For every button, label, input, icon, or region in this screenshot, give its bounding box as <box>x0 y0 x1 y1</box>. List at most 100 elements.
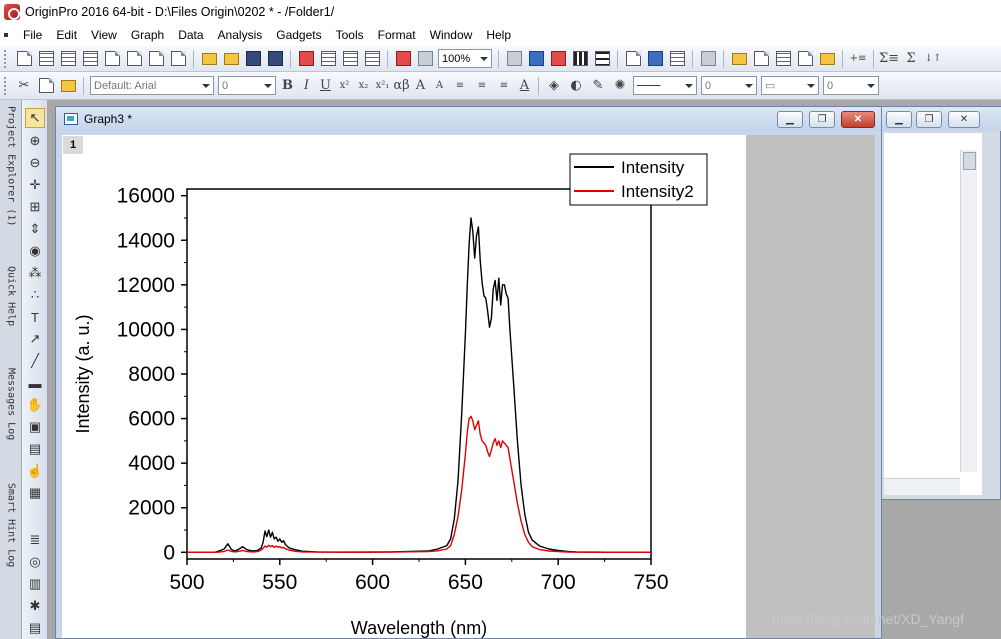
increase-font-button[interactable]: A <box>415 78 426 93</box>
mask-button[interactable] <box>592 49 612 69</box>
menu-file[interactable]: File <box>23 28 43 42</box>
sum-button[interactable]: Σ≡ <box>879 49 899 69</box>
menu-analysis[interactable]: Analysis <box>217 28 263 42</box>
draw-data-tool[interactable]: ∴ <box>25 285 45 305</box>
zoom-out-tool[interactable]: ⊖ <box>25 153 45 173</box>
font-color-button[interactable]: A <box>519 78 530 93</box>
supersubscript-button[interactable]: x²₁ <box>375 80 390 91</box>
save-button[interactable] <box>243 49 263 69</box>
new-matrix-button[interactable] <box>80 49 100 69</box>
fill-color-button[interactable]: ◈ <box>544 76 564 96</box>
rectangle-tool[interactable]: ▬ <box>25 373 45 393</box>
import-single-button[interactable] <box>318 49 338 69</box>
menu-data[interactable]: Data <box>178 28 204 42</box>
batch-button[interactable] <box>415 49 435 69</box>
print-button[interactable] <box>504 49 524 69</box>
quick-help-button[interactable] <box>751 49 771 69</box>
graph-minimize-button[interactable]: ▁ <box>777 111 803 128</box>
app-center-button[interactable] <box>817 49 837 69</box>
menu-format[interactable]: Format <box>377 28 416 42</box>
paste-button[interactable] <box>58 76 78 96</box>
recalculate-button[interactable] <box>393 49 413 69</box>
command-window-button[interactable] <box>667 49 687 69</box>
movie-button[interactable] <box>570 49 590 69</box>
line-chart[interactable]: 500 550 600 650 700 750 0 2000 4000 6000 8000 10000… <box>62 135 746 638</box>
clipboard-button[interactable] <box>548 49 568 69</box>
new-layout-button[interactable] <box>146 49 166 69</box>
menu-gadgets[interactable]: Gadgets <box>276 28 322 42</box>
new-notes-button[interactable] <box>168 49 188 69</box>
font-select[interactable]: Default: Arial <box>90 76 214 95</box>
mask-tool[interactable]: ⁂ <box>25 263 45 283</box>
circle-tool[interactable]: ◎ <box>25 552 45 572</box>
asterisk-tool[interactable]: ✱ <box>25 596 45 616</box>
border-style-select[interactable]: ▭ <box>761 76 819 95</box>
results-log-button[interactable] <box>645 49 665 69</box>
font-size-select[interactable]: 0 <box>218 76 276 95</box>
menu-window[interactable]: Window <box>429 28 473 42</box>
vertical-scrollbar[interactable] <box>960 150 977 472</box>
insert-chart-tool[interactable]: ▤ <box>25 439 45 459</box>
data-selector-tool[interactable]: ⇕ <box>25 219 45 239</box>
menu-help[interactable]: Help <box>486 28 512 42</box>
tab-project-explorer[interactable]: Project Explorer (1) <box>5 106 17 227</box>
pan-tool[interactable]: ✋ <box>25 395 45 415</box>
line-width-select[interactable]: 0 <box>701 76 757 95</box>
align-left-button[interactable]: ≡ <box>450 76 470 96</box>
magnifier-button[interactable] <box>729 49 749 69</box>
tab-quick-help[interactable]: Quick Help <box>5 266 17 327</box>
menu-view[interactable]: View <box>91 28 117 42</box>
region-tool[interactable]: ◉ <box>25 241 45 261</box>
text-tool[interactable]: T <box>25 307 45 327</box>
graph-window[interactable]: Graph3 * ▁ ❐ ✕ 1 500 550 600 650 700 750 0 2000… <box>55 106 882 639</box>
horizontal-scrollbar[interactable] <box>884 478 960 495</box>
graph-close-button[interactable]: ✕ <box>841 111 875 128</box>
origin-app-icon[interactable] <box>4 4 20 20</box>
underline-button[interactable]: U <box>320 78 331 93</box>
zoom-select[interactable]: 100% <box>438 49 492 68</box>
decrease-font-button[interactable]: A <box>435 80 444 91</box>
arrow-tool[interactable]: ↗ <box>25 329 45 349</box>
layer-tool[interactable]: ▦ <box>25 483 45 503</box>
insert-graph-tool[interactable]: ▣ <box>25 417 45 437</box>
menu-graph[interactable]: Graph <box>130 28 165 42</box>
italic-button[interactable]: I <box>303 78 310 93</box>
pattern-button[interactable]: ◐ <box>566 76 586 96</box>
copy-button[interactable] <box>36 76 56 96</box>
open-button[interactable] <box>199 49 219 69</box>
greek-button[interactable]: αβ <box>393 78 410 93</box>
screen-reader-tool[interactable]: ✛ <box>25 175 45 195</box>
cut-button[interactable]: ✂ <box>14 76 34 96</box>
align-right-button[interactable]: ≡ <box>494 76 514 96</box>
new-function-button[interactable] <box>124 49 144 69</box>
open-template-button[interactable] <box>221 49 241 69</box>
add-column-button[interactable]: +≡ <box>848 49 868 69</box>
border-width-select[interactable]: 0 <box>823 76 879 95</box>
new-workbook-button[interactable] <box>36 49 56 69</box>
minimize-button[interactable]: ▁ <box>886 111 912 128</box>
bold-button[interactable]: B <box>282 78 293 93</box>
import-multiple-button[interactable] <box>340 49 360 69</box>
script-button[interactable] <box>795 49 815 69</box>
graph-restore-button[interactable]: ❐ <box>809 111 835 128</box>
import-wizard-button[interactable] <box>296 49 316 69</box>
close-button[interactable]: ✕ <box>948 111 980 128</box>
new-excel-button[interactable] <box>58 49 78 69</box>
data-reader-tool[interactable]: ⊞ <box>25 197 45 217</box>
subscript-button[interactable]: x₂ <box>358 80 369 91</box>
toolbar-grip[interactable] <box>4 76 8 95</box>
background-window[interactable]: ▁ ❐ ✕ <box>882 106 1001 500</box>
restore-button[interactable]: ❐ <box>916 111 942 128</box>
menu-edit[interactable]: Edit <box>56 28 78 42</box>
toolbar-grip[interactable] <box>4 49 8 68</box>
graph-page[interactable]: 1 500 550 600 650 700 750 0 2000 4000 6000 8000 100… <box>62 135 746 638</box>
symbol-button[interactable]: ✺ <box>610 76 630 96</box>
graph-window-titlebar[interactable]: Graph3 * ▁ ❐ ✕ <box>56 107 881 131</box>
export-button[interactable] <box>526 49 546 69</box>
scrollbar-thumb[interactable] <box>963 152 976 170</box>
line-style-select[interactable]: ─── <box>633 76 697 95</box>
line-color-button[interactable]: ✎ <box>588 76 608 96</box>
tab-smart-hint-log[interactable]: Smart Hint Log <box>5 483 17 568</box>
background-window-titlebar[interactable]: ▁ ❐ ✕ <box>882 107 1001 131</box>
tab-messages-log[interactable]: Messages Log <box>5 368 17 441</box>
